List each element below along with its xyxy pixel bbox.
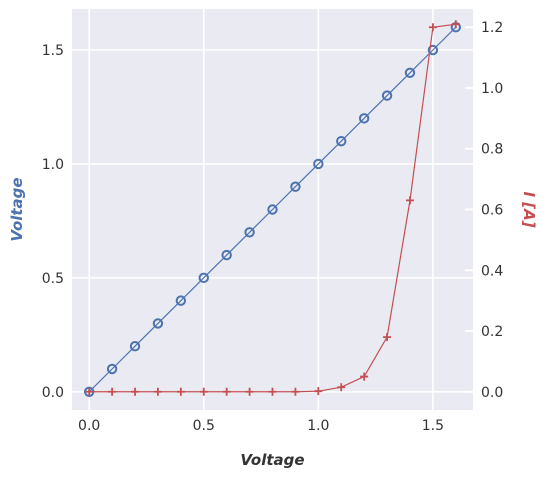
data-point-plus — [383, 333, 392, 342]
data-point-circle — [221, 249, 232, 261]
data-point-circle — [198, 272, 209, 284]
y-tick-label-right: 0.6 — [481, 203, 503, 219]
data-point-circle — [427, 44, 439, 56]
grid-lines — [72, 9, 473, 410]
data-point-circle — [175, 295, 187, 306]
y-tick-label-right: 1.0 — [481, 81, 503, 97]
data-point-circle — [244, 227, 255, 238]
series-right — [85, 20, 460, 396]
data-point-plus — [85, 387, 94, 396]
data-point-plus — [291, 387, 300, 396]
data-point-circle — [106, 363, 118, 375]
series-line-left — [88, 26, 457, 393]
y-tick-label-left: 0.0 — [42, 385, 64, 401]
data-point-plus — [153, 387, 162, 396]
data-point-plus — [131, 387, 140, 396]
y-tick-label-right: 0.4 — [481, 263, 503, 279]
x-tick-label: 0.0 — [78, 418, 100, 434]
y-tick-label-left: 1.5 — [42, 43, 64, 59]
data-point-circle — [290, 181, 301, 192]
data-series — [83, 20, 462, 397]
data-point-circle — [381, 90, 393, 101]
data-point-plus — [428, 23, 437, 32]
data-point-plus — [360, 372, 369, 381]
y-tick-label-right: 0.2 — [481, 324, 503, 340]
series-left — [83, 22, 462, 397]
y-tick-label-left: 1.0 — [42, 157, 64, 173]
data-point-plus — [405, 196, 414, 205]
data-point-circle — [129, 341, 141, 352]
data-point-circle — [267, 204, 278, 215]
y-axis-label-right: I [A] — [520, 191, 538, 227]
data-point-plus — [108, 387, 117, 396]
data-point-plus — [314, 387, 323, 396]
y-tick-label-right: 0.8 — [481, 142, 503, 158]
y-tick-label-right: 1.2 — [481, 20, 503, 36]
y-axis-label-left: Voltage — [8, 177, 26, 241]
data-point-circle — [152, 318, 164, 329]
y-tick-label-right: 0.0 — [481, 385, 503, 401]
data-point-plus — [199, 387, 208, 396]
x-tick-label: 1.5 — [422, 418, 444, 434]
data-point-circle — [404, 67, 416, 78]
x-tick-label: 0.5 — [193, 418, 215, 434]
data-point-plus — [337, 383, 346, 392]
data-point-plus — [222, 387, 231, 396]
y-tick-label-left: 0.5 — [42, 271, 64, 287]
tick-labels: 0.0 0.5 1.0 1.5 0.0 0.5 1.0 1.5 0.0 0.2 0.4 0.6 0.8 1… — [42, 20, 504, 434]
data-point-plus — [268, 387, 277, 396]
x-tick-label: 1.0 — [307, 418, 329, 434]
data-point-circle — [336, 135, 347, 147]
data-point-circle — [358, 113, 370, 124]
data-point-circle — [313, 158, 324, 170]
data-point-plus — [176, 387, 185, 396]
data-point-plus — [451, 20, 460, 29]
x-axis-label: Voltage — [240, 451, 304, 469]
data-point-plus — [245, 387, 254, 396]
